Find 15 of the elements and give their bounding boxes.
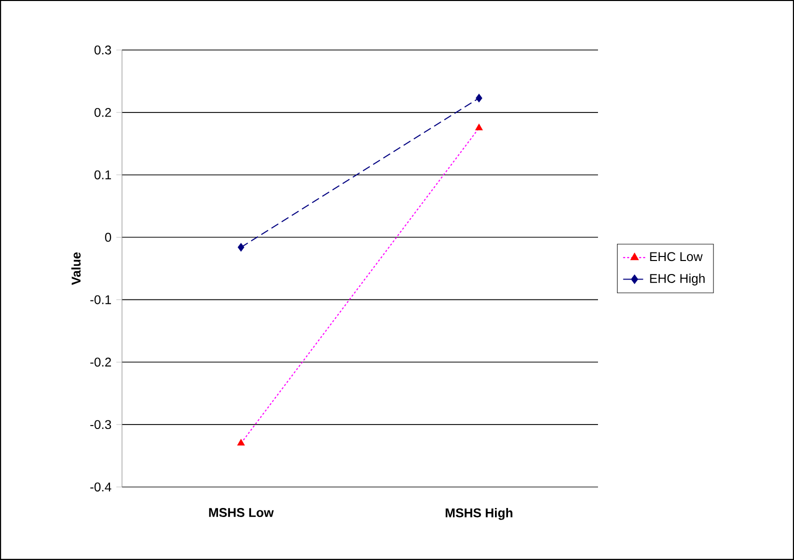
point [238,243,244,252]
y-tick-label: -0.4 [90,482,112,492]
y-tick-label: 0.2 [94,108,111,117]
y-tick-label: -0.1 [90,295,111,304]
x-tick-label: MSHS High [446,508,512,520]
legend-label: EHC Low [650,252,703,262]
y-tick-label: -0.2 [90,358,111,367]
x-tick-label: MSHS Low [209,508,274,518]
legend-label: EHC High [650,274,705,286]
y-tick-label: 0 [105,232,112,242]
y-axis-title: Value [71,252,81,285]
point [476,94,482,102]
y-tick-label: 0.3 [94,46,112,54]
y-tick-label: 0.1 [94,170,111,180]
y-tick-label: -0.3 [90,420,112,430]
